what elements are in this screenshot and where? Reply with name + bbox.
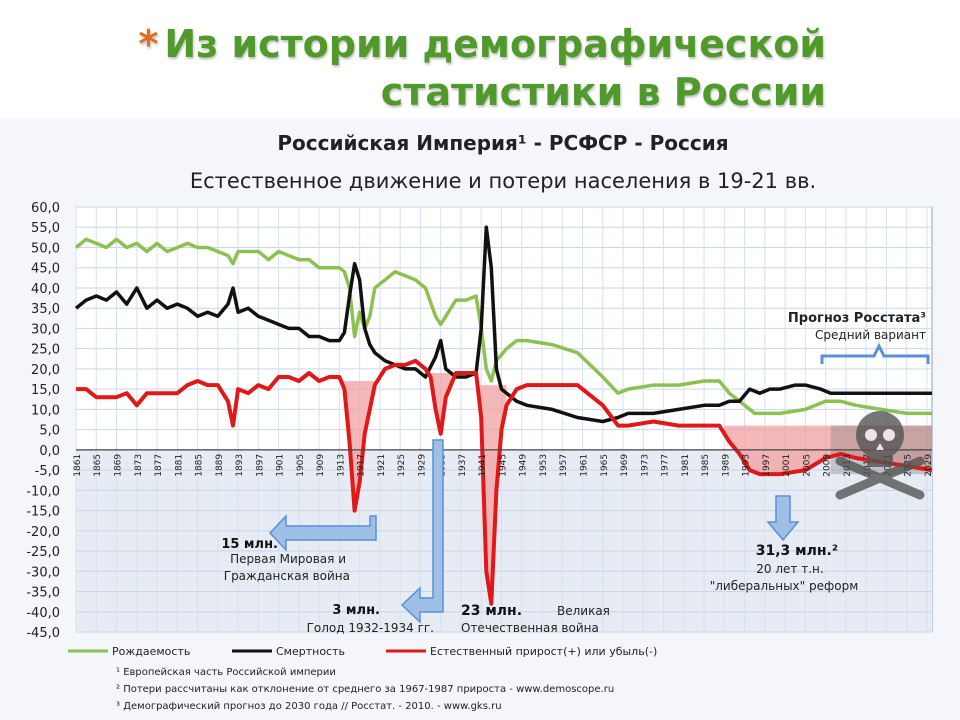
ww1-arrow-icon — [268, 514, 377, 552]
famine-loss: 3 млн. — [332, 603, 380, 618]
x-tick-label: 1949 — [519, 454, 529, 477]
x-tick-label: 1901 — [276, 454, 286, 477]
legend-label-death: Смертность — [276, 645, 345, 658]
forecast-subtitle: Средний вариант — [815, 328, 926, 342]
reform-text-2: "либеральных" реформ — [710, 579, 859, 593]
x-tick-label: 1965 — [600, 454, 610, 477]
famine-arrow-icon — [400, 439, 444, 624]
slide-header — [0, 0, 960, 118]
x-tick-label: 1921 — [377, 454, 387, 477]
ww1-loss: 15 млн. — [221, 537, 278, 552]
ww2-text-1: Великая — [557, 604, 610, 618]
legend-label-natural: Естественный прирост(+) или убыль(-) — [430, 645, 657, 658]
chart-title: Российская Империя¹ - РСФСР - Россия — [277, 131, 728, 155]
y-tick-label: 35,0 — [31, 302, 60, 317]
ww2-loss: 23 млн. — [461, 603, 522, 619]
x-tick-label: 1905 — [296, 454, 306, 477]
x-tick-label: 1909 — [316, 454, 326, 477]
y-tick-label: 30,0 — [31, 322, 60, 337]
x-tick-label: 1929 — [417, 454, 427, 477]
y-tick-label: -5,0 — [35, 464, 60, 479]
reform-arrow-icon — [766, 495, 800, 542]
x-tick-label: 1989 — [721, 454, 731, 477]
x-tick-label: 1937 — [458, 454, 468, 477]
x-tick-label: 1961 — [580, 454, 590, 477]
ww2-text-2: Отечественная война — [461, 621, 599, 635]
y-tick-label: -20,0 — [26, 525, 60, 540]
y-tick-label: 10,0 — [31, 403, 60, 418]
x-tick-label: 1861 — [73, 454, 83, 477]
x-tick-label: 1917 — [357, 454, 367, 477]
slide-title-line2: статистики в России — [380, 70, 826, 114]
x-tick-label: 1885 — [195, 454, 205, 477]
y-tick-label: 50,0 — [31, 241, 60, 256]
x-tick-label: 1877 — [154, 454, 164, 477]
legend-label-birth: Рождаемость — [112, 645, 190, 658]
y-tick-label: -25,0 — [26, 545, 60, 560]
x-tick-label: 1977 — [661, 454, 671, 477]
x-tick-label: 1973 — [640, 454, 650, 477]
y-tick-label: 5,0 — [39, 424, 60, 439]
birth-rate-line — [74, 237, 932, 416]
y-tick-label: 25,0 — [31, 343, 60, 358]
y-tick-label: 20,0 — [31, 363, 60, 378]
x-tick-label: 2001 — [782, 454, 792, 477]
negative-zone — [76, 449, 932, 632]
x-tick-label: 1869 — [114, 454, 124, 477]
y-tick-label: -45,0 — [26, 626, 60, 641]
y-tick-label: 0,0 — [39, 444, 60, 459]
death-rate-line — [74, 225, 932, 424]
y-tick-label: -35,0 — [26, 586, 60, 601]
x-tick-label: 1945 — [498, 454, 508, 477]
y-tick-label: 45,0 — [31, 262, 60, 277]
chart-subtitle: Естественное движение и потери населения… — [190, 169, 816, 193]
bullet-glyph: * — [138, 22, 159, 66]
y-tick-label: 40,0 — [31, 282, 60, 297]
y-tick-label: 55,0 — [31, 221, 60, 236]
x-tick-label: 1997 — [762, 454, 772, 477]
x-tick-label: 1865 — [93, 454, 103, 477]
skull-icon — [835, 411, 925, 500]
forecast-title: Прогноз Росстата³ — [788, 311, 926, 326]
x-tick-label: 2029 — [924, 454, 934, 477]
x-tick-label: 1993 — [742, 454, 752, 477]
slide-title: * Из истории демографической статистики в… — [138, 20, 826, 116]
y-tick-label: -10,0 — [26, 484, 60, 499]
slide-title-line1: Из истории демографической — [164, 22, 826, 66]
y-tick-label: -40,0 — [26, 606, 60, 621]
ww1-text-2: Гражданская война — [224, 569, 350, 583]
natural-growth-line — [76, 358, 933, 606]
footnote-3: ³ Демографический прогноз до 2030 года /… — [116, 701, 502, 712]
x-tick-label: 1953 — [539, 454, 549, 477]
footnote-1: ¹ Европейская часть Российской империи — [116, 667, 336, 678]
x-tick-label: 1897 — [255, 454, 265, 477]
forecast-bracket — [820, 342, 930, 364]
ww1-text-1: Первая Мировая и — [230, 552, 346, 566]
x-tick-label: 2005 — [802, 454, 812, 477]
x-tick-label: 1881 — [174, 454, 184, 477]
x-tick-label: 1893 — [235, 454, 245, 477]
x-tick-label: 1981 — [681, 454, 691, 477]
reform-loss: 31,3 млн.² — [756, 543, 838, 559]
famine-text: Голод 1932-1934 гг. — [307, 621, 434, 635]
y-tick-label: -30,0 — [26, 565, 60, 580]
x-tick-label: 1969 — [620, 454, 630, 477]
x-tick-label: 1957 — [559, 454, 569, 477]
reform-text-1: 20 лет т.н. — [756, 562, 823, 576]
x-tick-label: 2009 — [823, 454, 833, 477]
x-tick-label: 1985 — [701, 454, 711, 477]
y-tick-label: 60,0 — [31, 201, 60, 216]
x-tick-label: 1889 — [215, 454, 225, 477]
footnote-2: ² Потери рассчитаны как отклонение от ср… — [116, 684, 614, 695]
y-tick-label: 15,0 — [31, 383, 60, 398]
y-tick-label: -15,0 — [26, 505, 60, 520]
x-tick-label: 1913 — [336, 454, 346, 477]
x-tick-label: 1941 — [478, 454, 488, 477]
x-tick-label: 1873 — [134, 454, 144, 477]
x-tick-label: 1925 — [397, 454, 407, 477]
